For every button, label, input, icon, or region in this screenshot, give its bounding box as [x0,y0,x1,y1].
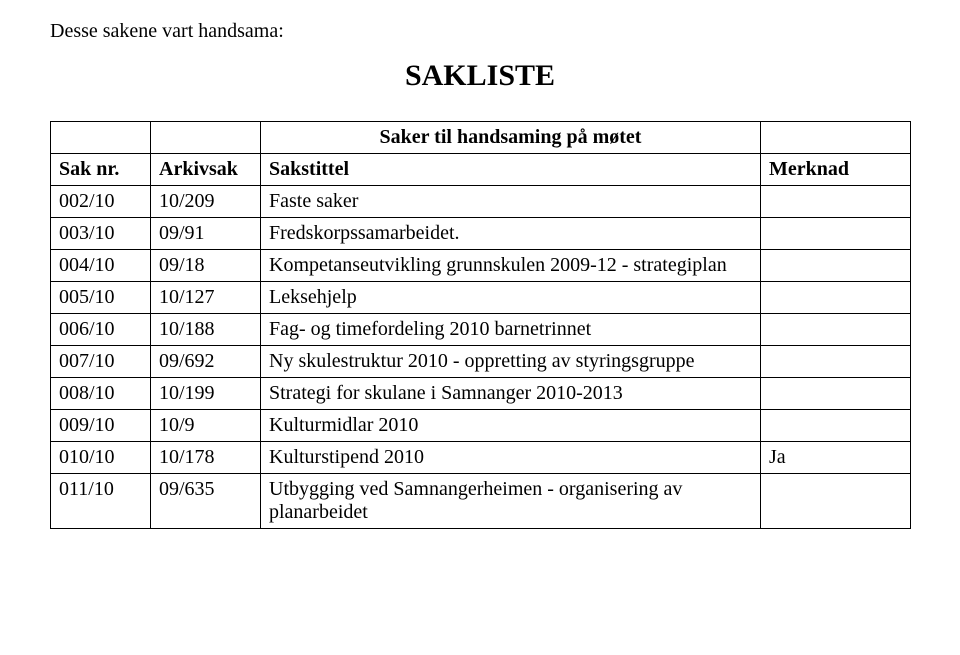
cell-sakstittel: Utbygging ved Samnangerheimen - organise… [261,474,761,529]
col-header-sakstittel: Sakstittel [261,154,761,186]
table-header-span-row: Saker til handsaming på møtet [51,122,911,154]
cell-saknr: 009/10 [51,410,151,442]
cell-arkivsak: 10/188 [151,314,261,346]
cell-arkivsak: 10/9 [151,410,261,442]
cell-sakstittel: Faste saker [261,186,761,218]
table-row: 004/1009/18Kompetanseutvikling grunnskul… [51,250,911,282]
cell-arkivsak: 10/199 [151,378,261,410]
cell-merknad [761,474,911,529]
cell-sakstittel: Kompetanseutvikling grunnskulen 2009-12 … [261,250,761,282]
col-header-merknad: Merknad [761,154,911,186]
col-header-arkivsak: Arkivsak [151,154,261,186]
cell-sakstittel: Leksehjelp [261,282,761,314]
cell-sakstittel: Strategi for skulane i Samnanger 2010-20… [261,378,761,410]
table-row: 008/1010/199Strategi for skulane i Samna… [51,378,911,410]
table-header-empty [51,122,151,154]
intro-text: Desse sakene vart handsama: [50,20,910,43]
table-row: 010/1010/178Kulturstipend 2010Ja [51,442,911,474]
cell-sakstittel: Kulturmidlar 2010 [261,410,761,442]
cell-merknad: Ja [761,442,911,474]
cell-arkivsak: 10/209 [151,186,261,218]
cell-saknr: 010/10 [51,442,151,474]
table-row: 002/1010/209Faste saker [51,186,911,218]
table-header-empty [151,122,261,154]
cell-sakstittel: Ny skulestruktur 2010 - oppretting av st… [261,346,761,378]
cell-saknr: 003/10 [51,218,151,250]
table-row: 003/1009/91Fredskorpssamarbeidet. [51,218,911,250]
cell-merknad [761,250,911,282]
cell-saknr: 005/10 [51,282,151,314]
cell-merknad [761,218,911,250]
cell-saknr: 007/10 [51,346,151,378]
cell-arkivsak: 10/178 [151,442,261,474]
sakliste-table: Saker til handsaming på møtet Sak nr. Ar… [50,121,911,529]
cell-merknad [761,378,911,410]
cell-merknad [761,410,911,442]
sakliste-tbody: Saker til handsaming på møtet Sak nr. Ar… [51,122,911,529]
cell-sakstittel: Kulturstipend 2010 [261,442,761,474]
cell-arkivsak: 09/91 [151,218,261,250]
cell-arkivsak: 09/692 [151,346,261,378]
table-row: 006/1010/188Fag- og timefordeling 2010 b… [51,314,911,346]
table-header-empty [761,122,911,154]
cell-saknr: 008/10 [51,378,151,410]
cell-merknad [761,186,911,218]
cell-merknad [761,282,911,314]
table-header-span-title: Saker til handsaming på møtet [261,122,761,154]
document-page: Desse sakene vart handsama: SAKLISTE Sak… [0,0,960,549]
cell-merknad [761,346,911,378]
cell-saknr: 004/10 [51,250,151,282]
document-title: SAKLISTE [50,59,910,93]
cell-saknr: 002/10 [51,186,151,218]
cell-sakstittel: Fredskorpssamarbeidet. [261,218,761,250]
col-header-saknr: Sak nr. [51,154,151,186]
table-row: 007/1009/692Ny skulestruktur 2010 - oppr… [51,346,911,378]
cell-merknad [761,314,911,346]
cell-saknr: 011/10 [51,474,151,529]
cell-arkivsak: 09/18 [151,250,261,282]
cell-arkivsak: 10/127 [151,282,261,314]
table-row: 005/1010/127Leksehjelp [51,282,911,314]
cell-arkivsak: 09/635 [151,474,261,529]
cell-sakstittel: Fag- og timefordeling 2010 barnetrinnet [261,314,761,346]
cell-saknr: 006/10 [51,314,151,346]
table-header-row: Sak nr. Arkivsak Sakstittel Merknad [51,154,911,186]
table-row: 011/1009/635Utbygging ved Samnangerheime… [51,474,911,529]
table-row: 009/1010/9Kulturmidlar 2010 [51,410,911,442]
